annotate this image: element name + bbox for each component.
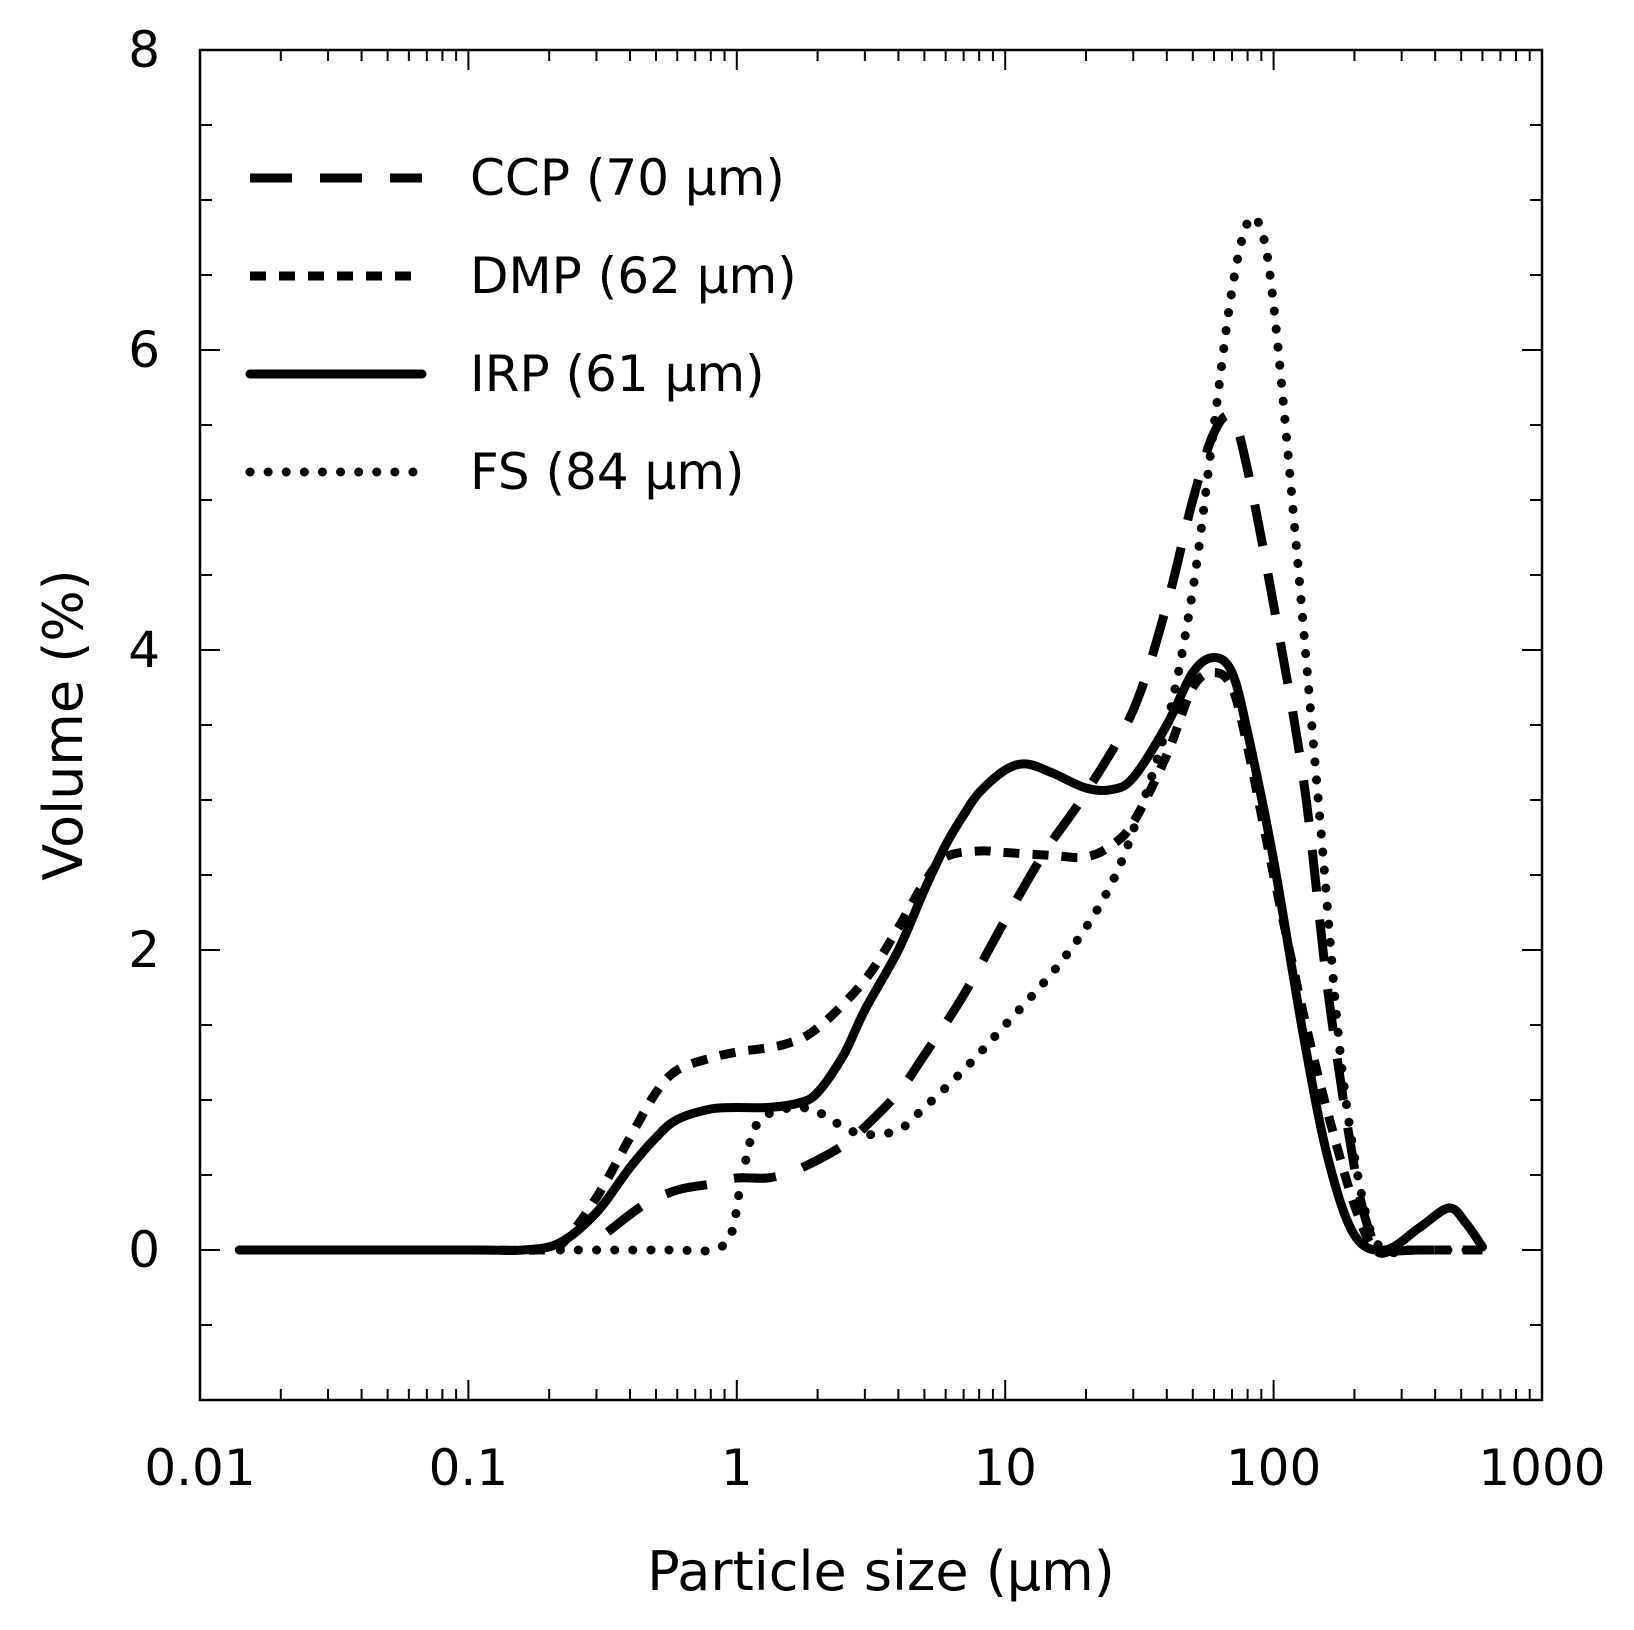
x-axis-title: Particle size (μm) xyxy=(647,1540,1115,1603)
series-line-dmp xyxy=(239,668,1483,1258)
series-line-ccp xyxy=(604,410,1483,1256)
series-line-irp xyxy=(234,653,1487,1256)
series-line-fs xyxy=(555,212,1487,1258)
legend-label-irp: IRP (61 μm) xyxy=(470,345,765,403)
x-tick-label: 0.1 xyxy=(429,1439,509,1497)
x-tick-label: 100 xyxy=(1226,1439,1321,1497)
x-tick-label: 0.01 xyxy=(144,1439,255,1497)
x-tick-label: 1000 xyxy=(1478,1439,1605,1497)
y-tick-label: 8 xyxy=(128,21,160,79)
y-axis-title: Volume (%) xyxy=(32,569,95,880)
y-tick-label: 4 xyxy=(128,621,160,679)
axes-layer: 0.01 0.1 1 10 100 1000 0 2 4 6 8 xyxy=(128,21,1605,1497)
y-tick-label: 6 xyxy=(128,321,160,379)
x-tick-label: 10 xyxy=(973,1439,1037,1497)
legend: CCP (70 μm) DMP (62 μm) IRP (61 μm) FS (84 … xyxy=(245,149,797,501)
legend-label-fs: FS (84 μm) xyxy=(470,443,745,501)
y-tick-label: 0 xyxy=(128,1221,160,1279)
x-tick-label: 1 xyxy=(721,1439,753,1497)
y-tick-label: 2 xyxy=(128,921,160,979)
curves-layer xyxy=(234,212,1487,1258)
legend-label-ccp: CCP (70 μm) xyxy=(470,149,785,207)
legend-label-dmp: DMP (62 μm) xyxy=(470,247,797,305)
